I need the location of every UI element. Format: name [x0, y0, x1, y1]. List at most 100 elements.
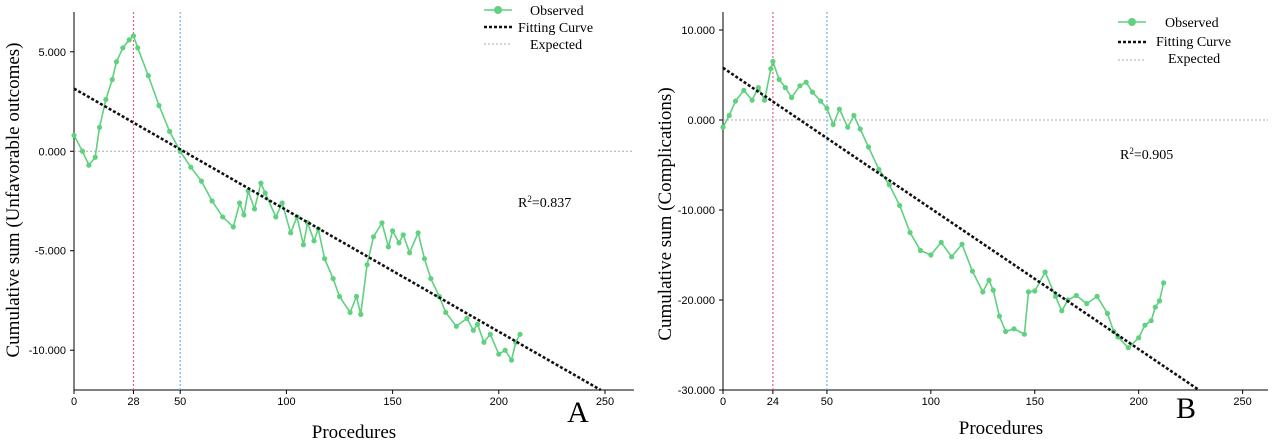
observed-point: [788, 94, 795, 101]
observed-point: [720, 124, 726, 130]
observed-point: [851, 112, 857, 119]
observed-point: [496, 351, 502, 357]
panel-b-legend-expected-label: Expected: [1168, 52, 1220, 67]
observed-point: [145, 73, 151, 79]
observed-point: [818, 98, 824, 104]
fitting-curve-line: [73, 87, 602, 392]
x-tick-label: 0: [720, 396, 726, 408]
observed-point: [865, 144, 872, 150]
panel-a-y-axis-title: Cumulative sum (Unfavorable outcomes): [3, 42, 24, 357]
observed-point: [113, 59, 120, 65]
observed-point: [1125, 345, 1131, 351]
observed-point: [406, 250, 413, 256]
observed-point: [1148, 318, 1154, 324]
observed-point: [1142, 322, 1148, 328]
panel-a-legend-expected-label: Expected: [530, 38, 582, 53]
x-tick-label: 200: [490, 396, 508, 408]
observed-point: [990, 287, 996, 293]
x-tick-label: 28: [127, 396, 139, 408]
panel-b-chart: 10.000 0.000 -10.000 -20.000 -30.000 0 24 50 10…: [655, 12, 1268, 439]
observed-point: [1136, 335, 1142, 341]
observed-point: [830, 121, 836, 128]
observed-point: [938, 239, 944, 245]
observed-point: [749, 97, 755, 103]
observed-point: [390, 228, 396, 234]
panel-b-y-axis-title: Cumulative sum (Complications): [655, 87, 676, 340]
observed-point: [353, 293, 360, 300]
observed-point: [188, 164, 194, 170]
observed-point: [311, 238, 317, 244]
observed-point: [1042, 269, 1048, 275]
observed-point: [322, 256, 328, 262]
panel-a-legend: Observed Fitting Curve Expected: [484, 4, 593, 53]
observed-point: [897, 202, 903, 209]
panel-b-legend-observed-label: Observed: [1165, 16, 1219, 31]
panel-a-legend-observed-label: Observed: [530, 4, 584, 19]
observed-point: [928, 252, 934, 258]
observed-series-line: [722, 58, 1165, 349]
observed-point: [273, 214, 279, 220]
y-tick-label: -10.000: [29, 345, 66, 357]
x-tick-label: 0: [71, 396, 77, 408]
observed-point: [517, 331, 523, 337]
observed-point: [776, 76, 782, 83]
observed-point: [768, 66, 774, 72]
y-tick-label: -20.000: [678, 295, 715, 307]
x-tick-label: 100: [922, 396, 940, 408]
observed-point: [836, 106, 842, 112]
observed-point: [917, 247, 924, 254]
y-tick-label: -10.000: [678, 205, 715, 217]
observed-point: [428, 275, 434, 282]
panel-b-x-axis-title: Procedures: [959, 418, 1043, 439]
observed-point: [1152, 304, 1158, 310]
observed-point: [797, 83, 803, 89]
observed-point: [726, 112, 732, 119]
x-tick-label: 250: [596, 396, 614, 408]
observed-point: [1025, 289, 1032, 295]
fitting-curve-line: [722, 66, 1200, 392]
observed-point: [443, 309, 449, 316]
observed-point: [379, 220, 385, 226]
observed-point: [220, 214, 226, 220]
observed-point: [824, 105, 830, 111]
observed-point: [86, 162, 92, 168]
observed-point: [421, 256, 428, 262]
observed-point: [803, 79, 809, 85]
panel-a-r-squared: R2=0.837: [518, 194, 571, 211]
y-tick-label: 0.000: [38, 146, 66, 158]
observed-point: [300, 242, 306, 248]
observed-point: [96, 124, 103, 130]
observed-point: [130, 33, 137, 39]
observed-point: [126, 37, 132, 43]
observed-point: [907, 229, 913, 236]
observed-point: [279, 200, 285, 206]
observed-point: [886, 182, 892, 188]
observed-point: [1156, 298, 1163, 304]
observed-point: [415, 230, 421, 236]
observed-point: [1059, 308, 1065, 314]
observed-point: [1084, 301, 1090, 307]
y-tick-label: -30.000: [678, 385, 715, 397]
x-tick-label: 150: [1026, 396, 1044, 408]
observed-point: [1032, 288, 1038, 294]
x-tick-label: 50: [174, 396, 186, 408]
observed-point: [1094, 293, 1100, 299]
panel-b-legend-fit-label: Fitting Curve: [1156, 35, 1231, 50]
observed-point: [732, 98, 739, 104]
observed-point: [1003, 328, 1009, 335]
observed-point: [857, 126, 863, 132]
observed-point: [92, 154, 98, 160]
observed-point: [487, 331, 493, 337]
observed-point: [103, 96, 109, 103]
observed-point: [237, 200, 243, 206]
observed-point: [396, 240, 402, 246]
observed-point: [288, 230, 294, 236]
observed-point: [1021, 331, 1027, 337]
panel-b-legend: Observed Fitting Curve Expected: [1118, 16, 1231, 67]
observed-point: [120, 45, 126, 51]
observed-point: [385, 244, 391, 250]
observed-point: [358, 311, 364, 317]
observed-point: [1052, 293, 1059, 299]
x-tick-label: 150: [383, 396, 401, 408]
